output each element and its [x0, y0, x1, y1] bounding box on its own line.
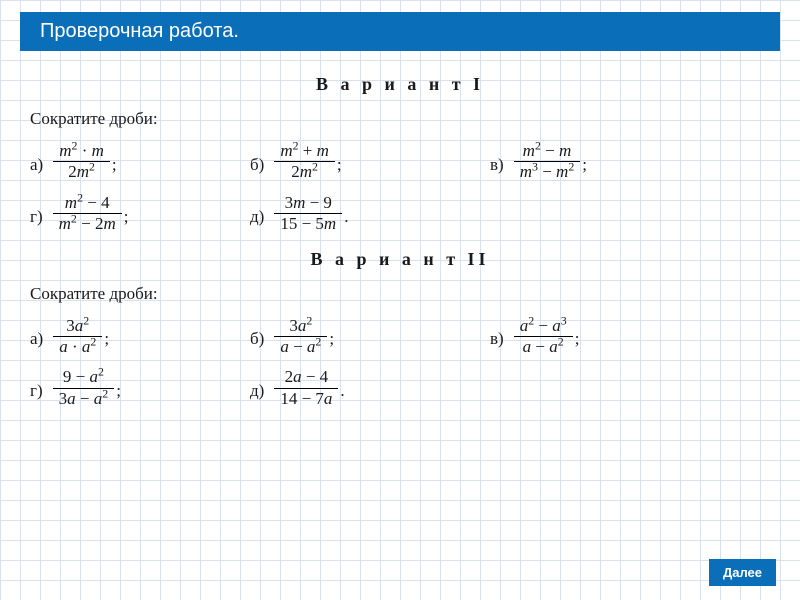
v1-problem-g: г) m2 − 4 m2 − 2m ; [30, 193, 250, 235]
numerator: m2 − m [517, 141, 578, 161]
denominator: a · a2 [53, 337, 102, 357]
numerator: m2 + m [274, 141, 335, 161]
fraction: m2 + m 2m2 [274, 141, 335, 183]
v1-b-label: б) [250, 155, 264, 183]
numerator: m2 · m [53, 141, 110, 161]
denominator: 15 − 5m [274, 214, 342, 234]
variant1-title: В а р и а н т I [30, 74, 770, 95]
v1-a-label: а) [30, 155, 43, 183]
fraction: m2 − m m3 − m2 [514, 141, 581, 183]
fraction: 9 − a2 3a − a2 [53, 367, 115, 409]
numerator: 3a2 [60, 316, 95, 336]
fraction: 3a2 a · a2 [53, 316, 102, 358]
header-title: Проверочная работа. [40, 20, 239, 42]
numerator: 9 − a2 [57, 367, 110, 387]
v2-problem-d: д) 2a − 4 14 − 7a . [250, 367, 490, 409]
variant1-instruction: Сократите дроби: [30, 109, 770, 129]
variant2-instruction: Сократите дроби: [30, 284, 770, 304]
v2-a-label: а) [30, 329, 43, 357]
punct: . [340, 381, 344, 409]
punct: ; [112, 155, 117, 183]
worksheet-content: В а р и а н т I Сократите дроби: а) m2 ·… [30, 60, 770, 419]
punct: ; [575, 329, 580, 357]
denominator: m3 − m2 [514, 162, 581, 182]
punct: ; [329, 329, 334, 357]
v2-row2: г) 9 − a2 3a − a2 ; д) 2a − 4 14 − 7a . [30, 367, 770, 409]
punct: ; [104, 329, 109, 357]
v2-problem-v: в) a2 − a3 a − a2 ; [490, 316, 710, 358]
v1-problem-b: б) m2 + m 2m2 ; [250, 141, 490, 183]
punct: . [344, 207, 348, 235]
v2-problem-a: а) 3a2 a · a2 ; [30, 316, 250, 358]
denominator: 2m2 [285, 162, 324, 182]
variant2-title: В а р и а н т II [30, 249, 770, 270]
v2-g-label: г) [30, 381, 43, 409]
denominator: a − a2 [517, 337, 570, 357]
fraction: m2 · m 2m2 [53, 141, 110, 183]
punct: ; [124, 207, 129, 235]
v1-row2: г) m2 − 4 m2 − 2m ; д) 3m − 9 15 − 5m . [30, 193, 770, 235]
v2-d-label: д) [250, 381, 264, 409]
v2-b-label: б) [250, 329, 264, 357]
v2-row1: а) 3a2 a · a2 ; б) 3a2 a − a2 ; в) a2 − … [30, 316, 770, 358]
numerator: 3m − 9 [279, 193, 338, 213]
denominator: 3a − a2 [53, 389, 115, 409]
punct: ; [337, 155, 342, 183]
v2-problem-b: б) 3a2 a − a2 ; [250, 316, 490, 358]
numerator: 2a − 4 [279, 367, 335, 387]
v1-problem-v: в) m2 − m m3 − m2 ; [490, 141, 710, 183]
denominator: 14 − 7a [274, 389, 338, 409]
numerator: a2 − a3 [514, 316, 573, 336]
fraction: a2 − a3 a − a2 [514, 316, 573, 358]
v1-problem-d: д) 3m − 9 15 − 5m . [250, 193, 490, 235]
fraction: 3a2 a − a2 [274, 316, 327, 358]
denominator: a − a2 [274, 337, 327, 357]
punct: ; [582, 155, 587, 183]
v1-v-label: в) [490, 155, 504, 183]
fraction: m2 − 4 m2 − 2m [53, 193, 122, 235]
fraction: 2a − 4 14 − 7a [274, 367, 338, 409]
v1-problem-a: а) m2 · m 2m2 ; [30, 141, 250, 183]
next-button[interactable]: Далее [709, 559, 776, 586]
v2-v-label: в) [490, 329, 504, 357]
punct: ; [116, 381, 121, 409]
v1-row1: а) m2 · m 2m2 ; б) m2 + m 2m2 ; в) m2 − … [30, 141, 770, 183]
fraction: 3m − 9 15 − 5m [274, 193, 342, 235]
denominator: m2 − 2m [53, 214, 122, 234]
denominator: 2m2 [62, 162, 101, 182]
v1-d-label: д) [250, 207, 264, 235]
numerator: m2 − 4 [59, 193, 116, 213]
v1-g-label: г) [30, 207, 43, 235]
v2-problem-g: г) 9 − a2 3a − a2 ; [30, 367, 250, 409]
header-bar: Проверочная работа. [20, 12, 780, 51]
numerator: 3a2 [283, 316, 318, 336]
